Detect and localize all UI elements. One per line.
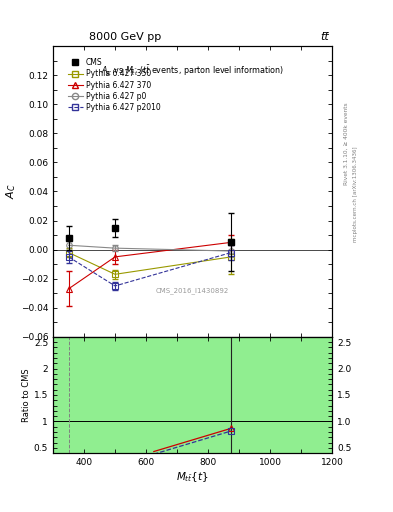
Text: CMS_2016_I1430892: CMS_2016_I1430892: [156, 287, 229, 294]
Y-axis label: $A_C$: $A_C$: [4, 184, 18, 199]
Y-axis label: Ratio to CMS: Ratio to CMS: [22, 368, 31, 422]
Legend: CMS, Pythia 6.427 350, Pythia 6.427 370, Pythia 6.427 p0, Pythia 6.427 p2010: CMS, Pythia 6.427 350, Pythia 6.427 370,…: [65, 56, 163, 115]
Text: Rivet 3.1.10, ≥ 400k events: Rivet 3.1.10, ≥ 400k events: [344, 102, 349, 185]
Text: 8000 GeV pp: 8000 GeV pp: [89, 32, 162, 41]
X-axis label: $M_{t\bar{t}}\{t\}$: $M_{t\bar{t}}\{t\}$: [176, 470, 209, 483]
Text: $A_C$ vs $M_{t\bar{t}}$ ($t\bar{t}$ events, parton level information): $A_C$ vs $M_{t\bar{t}}$ ($t\bar{t}$ even…: [101, 63, 284, 78]
Text: mcplots.cern.ch [arXiv:1306.3436]: mcplots.cern.ch [arXiv:1306.3436]: [353, 147, 358, 242]
Text: tt̅: tt̅: [321, 32, 329, 41]
